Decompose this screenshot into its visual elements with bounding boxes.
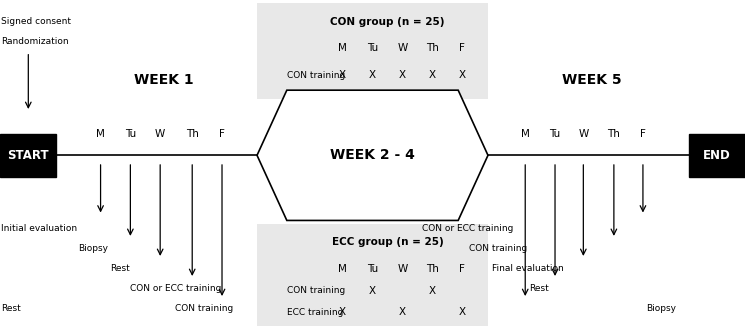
Text: Rest: Rest [1,305,22,313]
Text: F: F [459,264,465,274]
Text: X: X [399,307,406,317]
Text: CON training: CON training [175,305,233,313]
Text: M: M [96,129,105,139]
Text: Th: Th [186,129,199,139]
Text: F: F [219,129,225,139]
Text: Biopsy: Biopsy [646,305,676,313]
Bar [689,134,745,177]
Text: W: W [578,129,589,139]
Text: Rest: Rest [110,265,130,273]
Text: CON training: CON training [287,286,345,295]
Text: W: W [155,129,165,139]
Text: X: X [339,70,346,80]
Text: START: START [7,149,48,162]
Text: Rest: Rest [529,285,549,293]
Text: Initial evaluation: Initial evaluation [1,224,77,233]
Text: Randomization: Randomization [1,37,69,46]
Text: CON training: CON training [469,244,527,253]
Text: X: X [369,286,376,296]
Bar [257,3,488,99]
Text: WEEK 5: WEEK 5 [562,73,622,87]
Text: X: X [458,307,466,317]
Text: W: W [397,264,408,274]
Text: CON group (n = 25): CON group (n = 25) [330,17,445,27]
Text: CON or ECC training: CON or ECC training [422,224,514,233]
Text: Final evaluation: Final evaluation [492,265,563,273]
Text: Th: Th [425,264,439,274]
Text: X: X [369,70,376,80]
Text: X: X [428,286,436,296]
Bar [257,224,488,326]
Text: X: X [458,70,466,80]
Text: Th: Th [607,129,621,139]
Text: Signed consent: Signed consent [1,17,72,26]
Text: Th: Th [425,43,439,53]
Text: X: X [428,70,436,80]
Text: ECC group (n = 25): ECC group (n = 25) [332,237,443,247]
Text: Tu: Tu [549,129,561,139]
Text: M: M [521,129,530,139]
Text: M: M [338,264,347,274]
Text: F: F [459,43,465,53]
Text: WEEK 2 - 4: WEEK 2 - 4 [330,148,415,162]
Text: W: W [397,43,408,53]
Text: WEEK 1: WEEK 1 [134,73,194,87]
Text: X: X [399,70,406,80]
Text: Biopsy: Biopsy [78,244,108,253]
Polygon shape [257,90,488,220]
Text: CON or ECC training: CON or ECC training [130,285,222,293]
Text: END: END [703,149,731,162]
Text: Tu: Tu [367,43,378,53]
Text: X: X [339,307,346,317]
Text: ECC training: ECC training [287,308,343,317]
Text: CON training: CON training [287,71,345,79]
Text: Tu: Tu [367,264,378,274]
Text: Tu: Tu [124,129,136,139]
Text: M: M [338,43,347,53]
Bar [0,134,56,177]
Text: F: F [640,129,646,139]
